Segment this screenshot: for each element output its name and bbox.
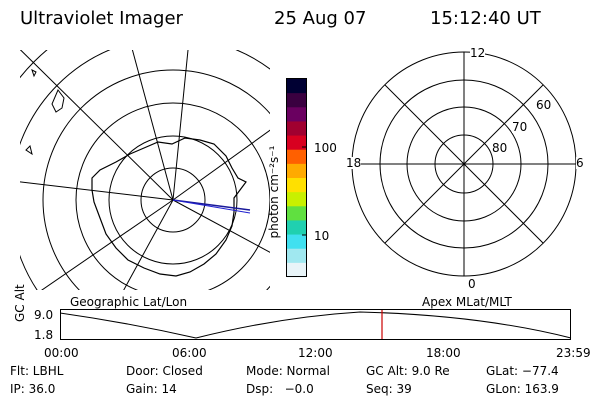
colorbar-cell [287,93,306,108]
colorbar-tick-100: 100 [314,141,337,155]
observation-date: 25 Aug 07 [274,8,367,29]
info-seq: Seq: 39 [366,382,412,396]
mlt-label-6: 6 [576,156,584,170]
info-glon: GLon: 163.9 [486,382,559,396]
colorbar-cell [287,121,306,137]
new-zealand-outline [51,89,65,113]
altitude-plot [60,309,572,340]
mlt-label-0: 0 [468,277,476,291]
mlt-line-diag [384,84,544,244]
info-dsp: Dsp: −0.0 [246,382,314,396]
colorbar-cell [287,135,306,151]
colorbar-cell [287,220,306,236]
polar-plot [351,51,577,277]
meridian-line [172,50,189,201]
colorbar-cell [287,234,306,250]
mlat-label-70: 70 [512,120,528,134]
meridian-line [20,50,174,201]
geographic-label: Geographic Lat/Lon [70,295,188,309]
mlat-label-80: 80 [492,141,508,155]
apex-label: Apex MLat/MLT [422,295,512,309]
colorbar-cell [287,149,306,165]
latitude-circle [75,102,270,290]
altitude-ytick-high: 9.0 [34,308,54,322]
meridian-line [172,129,270,201]
island-outline [31,69,37,78]
altitude-ytick-low: 1.8 [34,328,54,342]
colorbar [286,78,307,278]
meridian-line [172,199,270,253]
geographic-map [20,50,270,290]
meridian-line [123,199,174,290]
info-mode: Mode: Normal [246,364,330,378]
latitude-circle [108,135,238,265]
info-gc-alt: GC Alt: 9.0 Re [366,364,450,378]
colorbar-cell [287,107,306,122]
altitude-ylabel: GC Alt [13,284,27,322]
info-glat: GLat: −77.4 [486,364,559,378]
meridian-line [41,199,174,290]
info-filter: Flt: LBHL [10,364,64,378]
mlat-label-60: 60 [536,98,552,112]
time-tick-1200: 12:00 [298,346,333,360]
time-tick-1800: 18:00 [426,346,461,360]
colorbar-cell [287,262,306,278]
meridian-line [20,181,174,201]
colorbar-cell [287,79,306,94]
latitude-circle [140,167,206,233]
info-ip: IP: 36.0 [10,382,56,396]
colorbar-unit-label: photon cm⁻²s⁻¹ [267,145,281,239]
info-gain: Gain: 14 [126,382,177,396]
colorbar-cell [287,206,306,221]
mlt-label-12: 12 [470,46,486,60]
colorbar-cell [287,248,306,264]
altitude-curve [60,311,572,339]
meridian-line [131,50,174,201]
colorbar-cell [287,178,306,193]
colorbar-tick-10: 10 [314,229,330,243]
time-tick-0000: 00:00 [44,346,79,360]
colorbar-cell [287,192,306,207]
info-door: Door: Closed [126,364,203,378]
observation-time: 15:12:40 UT [430,8,541,29]
colorbar-cell [287,163,306,179]
time-tick-2359: 23:59 [556,346,591,360]
orbit-track [172,199,251,214]
island-outline [25,145,33,156]
antarctica-coastline [91,137,247,277]
latitude-circle [42,69,270,290]
instrument-title: Ultraviolet Imager [20,8,183,29]
time-tick-0600: 06:00 [172,346,207,360]
mlt-label-18: 18 [346,156,362,170]
